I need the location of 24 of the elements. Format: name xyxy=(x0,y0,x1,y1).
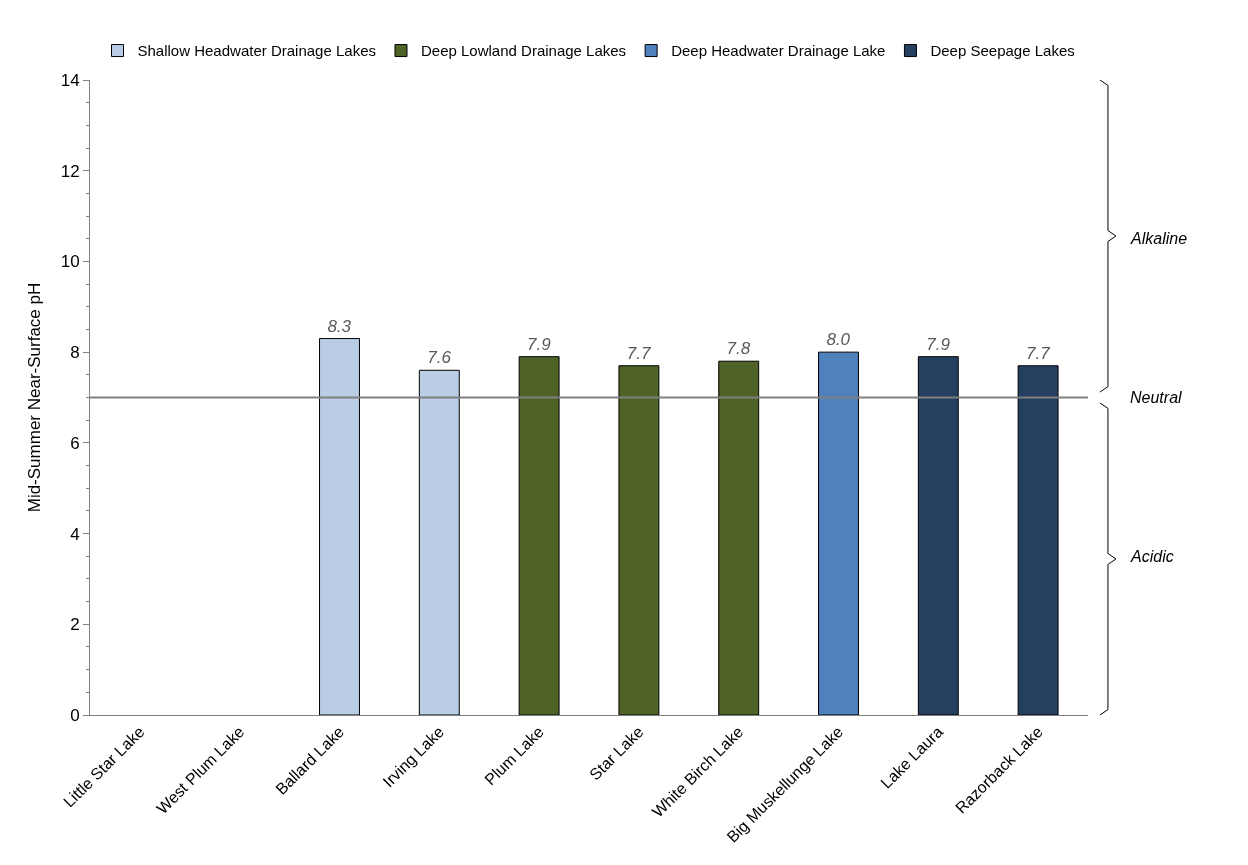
legend-label: Deep Seepage Lakes xyxy=(930,42,1075,60)
y-tick-label: 10 xyxy=(60,252,80,272)
data-label: 8.0 xyxy=(826,330,851,350)
legend-label: Deep Headwater Drainage Lake xyxy=(671,42,886,60)
y-axis-title: Mid-Summer Near-Surface pH xyxy=(25,282,45,513)
legend-label: Deep Lowland Drainage Lakes xyxy=(420,42,627,60)
data-label: 7.6 xyxy=(427,348,452,368)
data-label: 7.7 xyxy=(1026,343,1051,363)
text: Neutral xyxy=(1130,389,1183,406)
y-tick-label: 0 xyxy=(70,705,80,725)
y-tick-label: 4 xyxy=(70,524,80,544)
data-label: 7.8 xyxy=(726,339,751,359)
y-tick-label: 2 xyxy=(70,615,80,635)
y-tick-label: 12 xyxy=(60,161,80,181)
y-tick-label: 8 xyxy=(70,343,80,363)
text: Acidic xyxy=(1130,548,1174,565)
data-label: 7.9 xyxy=(527,334,552,354)
y-tick-label: 14 xyxy=(60,70,80,90)
y-tick-label: 6 xyxy=(70,433,80,453)
data-label: 7.9 xyxy=(926,334,951,354)
legend-label: Shallow Headwater Drainage Lakes xyxy=(137,42,376,60)
data-label: 8.3 xyxy=(327,316,352,336)
data-label: 7.7 xyxy=(626,343,651,363)
text: Alkaline xyxy=(1130,230,1188,247)
